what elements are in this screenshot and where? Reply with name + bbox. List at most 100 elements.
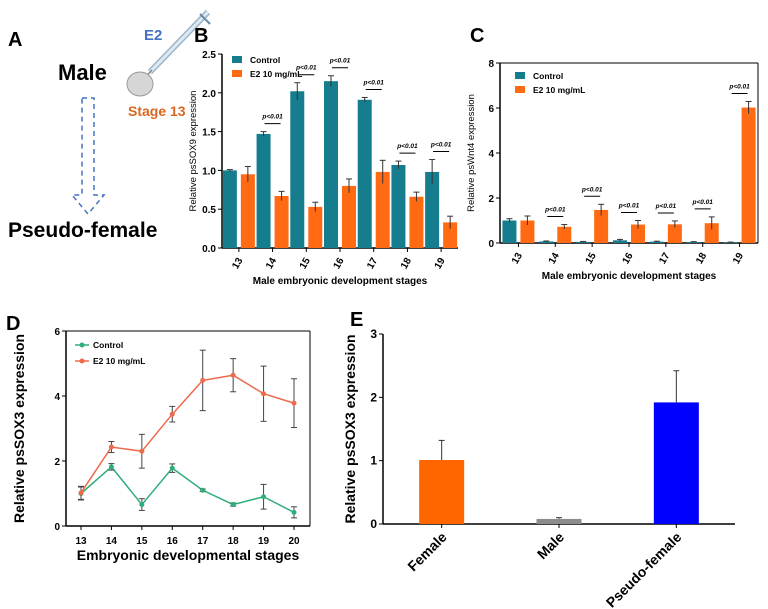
series-line <box>80 465 295 514</box>
bar <box>613 240 627 243</box>
y-tick-label: 1 <box>370 454 377 468</box>
x-tick-label: Pseudo-female <box>603 529 685 609</box>
bar <box>274 196 289 248</box>
y-tick-label: 2 <box>54 457 60 468</box>
chart-c: 0 2 4 6 8 13 14 15 16 17 18 19 Relative psWnt4 expre… <box>466 59 759 282</box>
legend-swatch <box>232 56 242 63</box>
data-point <box>230 372 236 378</box>
x-tick-label: 19 <box>258 536 270 547</box>
y-tick-label: 0.5 <box>202 205 216 216</box>
x-tick-label: 16 <box>621 251 636 267</box>
legend-label: E2 10 mg/mL <box>93 356 145 366</box>
x-tick-label: 17 <box>657 251 672 267</box>
bar <box>409 196 424 248</box>
panel-label-e: E <box>350 309 363 331</box>
bar <box>594 209 609 243</box>
bar <box>704 223 719 243</box>
data-point <box>169 411 175 417</box>
x-tick-label: 19 <box>433 256 448 272</box>
bar <box>667 224 682 243</box>
x-tick-label: 14 <box>106 536 118 547</box>
bar <box>357 99 372 248</box>
y-tick-label: 0 <box>370 517 377 531</box>
x-tick-label: 13 <box>75 536 87 547</box>
bar <box>324 81 338 248</box>
x-tick-label: 13 <box>230 256 245 272</box>
p-value-label: p<0.01 <box>692 199 714 206</box>
x-axis-label: Male embryonic development stages <box>542 271 717 282</box>
y-tick-label: 4 <box>488 149 494 160</box>
bar <box>631 224 645 243</box>
y-tick-label: 6 <box>488 104 494 115</box>
legend-label: E2 10 mg/mL <box>533 85 585 95</box>
y-tick-label: 6 <box>54 327 60 338</box>
chart-b: 0.0 0.5 1.0 1.5 2.0 2.5 13 14 15 16 17 18 19 Relative… <box>188 50 458 287</box>
p-value-label: p<0.01 <box>261 114 283 121</box>
p-value-label: p<0.01 <box>581 186 603 193</box>
x-tick-label: 20 <box>288 536 300 547</box>
data-point <box>139 502 145 508</box>
data-point <box>200 487 206 493</box>
x-tick-label: 16 <box>167 536 179 547</box>
p-value-label: p<0.01 <box>396 143 418 150</box>
panel-label-c: C <box>470 25 484 47</box>
data-point <box>108 464 114 470</box>
x-tick-label: 15 <box>298 256 313 272</box>
legend-marker <box>79 342 85 348</box>
data-point <box>291 400 297 406</box>
bar <box>653 402 699 524</box>
y-tick-label: 8 <box>488 59 494 70</box>
legend-label: Control <box>250 55 280 65</box>
p-value-label: p<0.01 <box>329 58 351 65</box>
stage-label: Stage 13 <box>128 103 186 119</box>
data-point <box>139 448 145 454</box>
panel-a: A Male E2 Stage 13 Pseudo-female <box>8 9 211 242</box>
y-axis-label: Relative psSOX9 expression <box>188 91 199 212</box>
bar <box>391 164 406 248</box>
legend-label: Control <box>533 71 563 81</box>
bar <box>240 174 255 248</box>
egg-icon <box>126 71 154 97</box>
bar <box>425 171 440 248</box>
chart-d: 0 2 4 6 13 14 15 16 17 18 19 20 Relative psSOX3 expr… <box>11 327 311 563</box>
y-tick-label: 2 <box>488 194 494 205</box>
bar <box>222 170 237 248</box>
p-value-label: p<0.01 <box>430 142 452 149</box>
legend-swatch <box>515 72 525 79</box>
bar <box>557 226 572 243</box>
panel-label-b: B <box>194 25 208 47</box>
panel-label: A <box>8 29 22 51</box>
data-point <box>230 502 236 508</box>
male-label: Male <box>58 60 107 85</box>
y-tick-label: 0 <box>488 239 494 250</box>
bar <box>290 91 305 248</box>
bar <box>539 241 554 243</box>
series-line <box>80 374 295 494</box>
y-tick-label: 0.0 <box>202 244 216 255</box>
data-point <box>108 444 114 450</box>
p-value-label: p<0.01 <box>728 83 750 90</box>
x-axis-label: Male embryonic development stages <box>253 276 428 287</box>
x-tick-label: 18 <box>399 256 414 272</box>
p-value-label: p<0.01 <box>363 79 385 86</box>
x-tick-label: Male <box>534 529 567 562</box>
bar <box>342 185 356 248</box>
y-tick-label: 2.0 <box>202 89 216 100</box>
bar <box>502 220 517 243</box>
legend-swatch <box>515 86 525 93</box>
panel-label-d: D <box>6 313 20 335</box>
x-tick-label: 14 <box>547 251 562 267</box>
data-point <box>169 465 175 471</box>
bar <box>308 206 323 248</box>
x-axis-label: Embryonic developmental stages <box>77 547 300 563</box>
bar <box>741 107 756 243</box>
x-tick-label: 16 <box>332 256 347 272</box>
y-axis-label: Relative psSOX3 expression <box>11 334 27 523</box>
pseudo-female-label: Pseudo-female <box>8 219 157 242</box>
x-tick-label: 18 <box>228 536 240 547</box>
x-tick-label: 15 <box>584 251 599 267</box>
data-point <box>200 377 206 383</box>
x-tick-label: 15 <box>136 536 148 547</box>
x-tick-label: 19 <box>731 251 746 267</box>
p-value-label: p<0.01 <box>655 203 677 210</box>
